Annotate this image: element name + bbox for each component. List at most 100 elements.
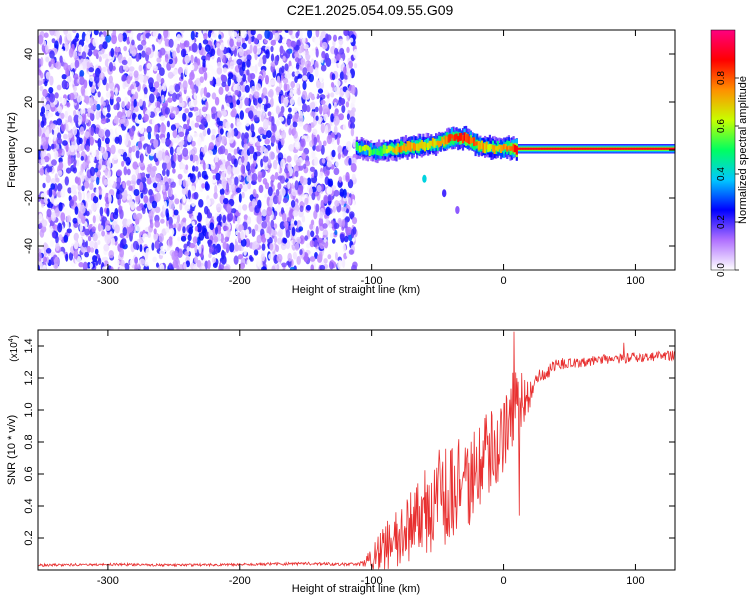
spectrogram-noise-cell [65, 253, 69, 262]
spectrogram-noise-cell [190, 69, 194, 77]
spectrogram-signal-cell [648, 147, 651, 150]
spectrogram-noise-cell [175, 181, 180, 189]
spectrogram-noise-cell [203, 174, 209, 180]
spectrogram-noise-cell [286, 155, 292, 163]
spectrogram-noise-cell [158, 150, 164, 161]
spectrogram-noise-cell [318, 217, 324, 227]
spectrogram-noise-cell [57, 106, 63, 114]
spectrogram-noise-cell [182, 226, 186, 234]
spectrogram-noise-cell [220, 74, 225, 81]
spectrogram-noise-cell [332, 98, 339, 105]
spectrogram-noise-cell [38, 240, 43, 250]
spectrogram-noise-cell [322, 223, 328, 229]
spectrogram-noise-cell [141, 50, 146, 58]
spectrogram-noise-cell [294, 51, 300, 59]
spectrogram-noise-cell [143, 87, 148, 95]
spectrogram-signal-cell [408, 141, 411, 151]
spectrogram-noise-cell [191, 199, 196, 207]
spectrogram-noise-cell [334, 79, 341, 87]
spectrogram-signal-cell [522, 147, 525, 150]
spectrogram-noise-cell [50, 183, 55, 190]
spectrogram-signal-cell [387, 145, 390, 153]
spectrogram-signal-cell [461, 135, 465, 144]
spectrogram-noise-cell [329, 260, 333, 268]
spectrogram-noise-cell [78, 262, 84, 268]
spectrogram-noise-cell [193, 263, 198, 270]
spectrogram-noise-cell [342, 258, 346, 268]
spectrogram-noise-cell [244, 84, 250, 93]
spectrogram-noise-cell [280, 242, 287, 251]
spectrogram-noise-cell [143, 195, 149, 204]
spectrogram-noise-cell [66, 215, 72, 223]
spectrogram-noise-cell [127, 57, 132, 66]
spectrogram-signal-cell [355, 141, 358, 151]
spectrogram-noise-cell [70, 71, 74, 77]
spectrogram-noise-cell [166, 120, 170, 128]
spectrogram-noise-cell [219, 128, 224, 135]
spectrogram-noise-cell [40, 199, 45, 205]
spectrogram-noise-cell [235, 187, 242, 193]
spectrogram-signal-cell [469, 137, 472, 144]
spectrogram-noise-cell [123, 189, 128, 198]
spectrogram-noise-cell [287, 252, 293, 262]
spectrogram-noise-cell [211, 68, 216, 76]
spectrogram-noise-cell [121, 59, 128, 66]
spectrogram-noise-cell [253, 45, 258, 55]
spectrogram-noise-cell [254, 98, 258, 106]
spectrogram-signal-cell [601, 147, 604, 150]
spectrogram-noise-cell [92, 195, 99, 204]
spectrogram-noise-cell [233, 255, 239, 265]
snr-y-axis-label: SNR (10 * v/v) [6, 415, 18, 485]
spectrogram-signal-cell [659, 147, 662, 150]
spectrogram-x-tick-labels: -300 -200 -100 0 100 [97, 275, 645, 287]
spectrogram-noise-cell [60, 188, 66, 198]
spectrogram-noise-cell [95, 110, 100, 121]
spectrogram-noise-cell [299, 175, 304, 184]
spectrogram-noise-cell [116, 126, 122, 135]
spectrogram-noise-cell [317, 116, 323, 123]
spectrogram-noise-cell [155, 173, 162, 183]
spectrogram-noise-cell [209, 245, 215, 253]
spectrogram-noise-cell [204, 183, 210, 191]
spectrogram-noise-cell [208, 73, 214, 82]
spectrogram-noise-cell [322, 140, 327, 147]
spectrogram-noise-cell [300, 58, 306, 66]
spectrogram-noise-cell [198, 199, 204, 208]
spectrogram-noise-cell [264, 30, 271, 39]
spectrogram-noise-cell [60, 121, 66, 132]
spectrogram-noise-cell [219, 145, 226, 155]
spectrogram-noise-cell [236, 74, 242, 83]
spectrogram-noise-cell [273, 223, 278, 229]
spectrogram-noise-cell [281, 262, 287, 268]
spectrogram-noise-cell [249, 138, 255, 145]
spectrogram-noise-cell [315, 225, 319, 236]
spectrogram-noise-cell [190, 54, 194, 64]
spectrogram-noise-cell [333, 140, 337, 151]
spectrogram-noise-cell [327, 158, 331, 167]
spectrogram-noise-cell [124, 96, 129, 105]
spectrogram-signal-cell [537, 147, 540, 150]
spectrogram-noise-cell [285, 229, 291, 239]
spectrogram-noise-cell [97, 138, 102, 148]
spectrogram-signal-cell [397, 143, 400, 152]
spectrogram-noise-cells [38, 30, 359, 270]
spectrogram-noise-cell [153, 81, 160, 89]
spectrogram-noise-cell [174, 38, 178, 49]
spectrogram-noise-cell [170, 124, 177, 131]
spectrogram-noise-cell [304, 135, 311, 142]
spectrogram-noise-cell [242, 204, 248, 211]
spectrogram-noise-cell [188, 100, 195, 108]
spectrogram-noise-cell [204, 260, 209, 270]
spectrogram-noise-cell [138, 125, 145, 134]
spectrogram-signal-cell [433, 138, 436, 148]
spectrogram-noise-cell [325, 99, 330, 106]
spectrogram-noise-cell [42, 264, 47, 270]
spectrogram-noise-cell [253, 37, 259, 45]
spectrogram-noise-cell [95, 187, 100, 198]
spectrogram-noise-cell [342, 123, 347, 131]
spectrogram-noise-cell [254, 64, 258, 74]
spectrogram-noise-cell [54, 40, 59, 50]
spectrogram-noise-cell [132, 240, 139, 250]
spectrogram-noise-cell [352, 138, 357, 148]
spectrogram-noise-cell [147, 131, 152, 140]
